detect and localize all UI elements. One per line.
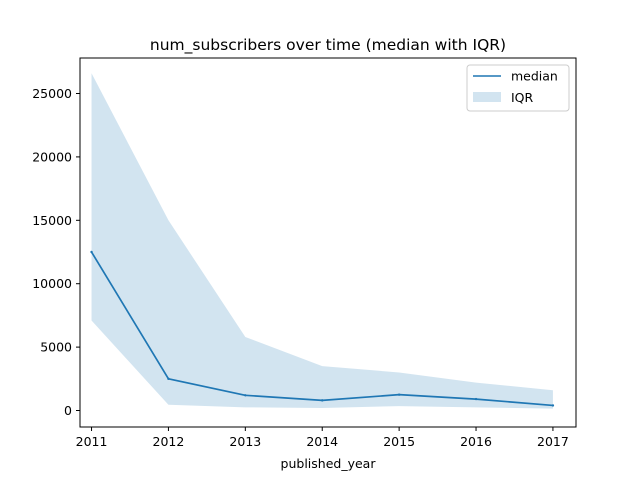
median-point xyxy=(244,394,247,397)
x-axis-ticks: 2011 2012 2013 2014 2015 2016 2017 xyxy=(76,427,569,449)
x-tick-label: 2012 xyxy=(153,434,185,449)
median-point xyxy=(397,393,401,396)
x-tick-label: 2016 xyxy=(460,434,492,449)
legend-iqr-swatch xyxy=(473,92,501,102)
x-tick-label: 2014 xyxy=(306,434,338,449)
x-axis-label: published_year xyxy=(281,456,377,471)
y-tick-label: 20000 xyxy=(32,149,72,164)
legend: median IQR xyxy=(466,64,570,112)
x-tick-label: 2013 xyxy=(229,434,261,449)
y-tick-label: 10000 xyxy=(32,276,72,291)
legend-iqr-label: IQR xyxy=(511,90,534,105)
y-axis-ticks: 0 5000 10000 15000 20000 25000 xyxy=(32,86,80,418)
y-tick-label: 0 xyxy=(64,403,72,418)
y-tick-label: 15000 xyxy=(32,213,72,228)
x-tick-label: 2017 xyxy=(537,434,569,449)
chart-title: num_subscribers over time (median with I… xyxy=(150,36,506,55)
x-tick-label: 2015 xyxy=(383,434,415,449)
y-tick-label: 25000 xyxy=(32,86,72,101)
plot-area xyxy=(90,73,555,409)
y-tick-label: 5000 xyxy=(40,340,72,355)
median-point xyxy=(167,377,170,381)
median-point xyxy=(321,399,324,402)
median-point xyxy=(474,397,478,401)
plot-frame xyxy=(79,57,577,428)
iqr-band xyxy=(91,73,553,409)
median-point xyxy=(551,404,555,407)
median-point xyxy=(90,250,93,254)
legend-median-label: median xyxy=(511,69,558,84)
x-tick-label: 2011 xyxy=(76,434,108,449)
